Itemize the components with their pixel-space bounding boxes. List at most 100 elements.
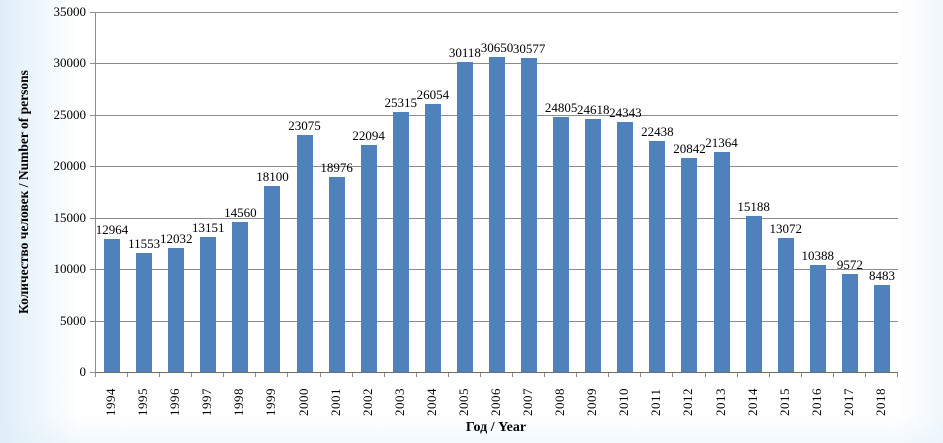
- bar-value-label: 18100: [256, 168, 289, 184]
- x-tick-label: 1999: [263, 388, 279, 416]
- bar: [232, 222, 249, 372]
- bar-value-label: 11553: [128, 236, 161, 252]
- x-tick-label: 1995: [135, 388, 151, 416]
- bar: [296, 134, 313, 372]
- x-tick-mark: [127, 373, 129, 377]
- x-tick-mark: [640, 373, 642, 377]
- bar: [456, 62, 473, 372]
- bar: [424, 104, 441, 372]
- y-tick-mark: [90, 372, 96, 373]
- x-tick-mark: [736, 373, 738, 377]
- y-tick-label: 15000: [53, 209, 87, 225]
- y-tick-label: 35000: [53, 4, 87, 19]
- bar-value-label: 10388: [801, 248, 835, 264]
- bar: [809, 265, 826, 372]
- x-tick-mark: [768, 373, 770, 377]
- bar: [649, 141, 666, 372]
- bar: [777, 237, 794, 372]
- x-tick-mark: [287, 373, 289, 377]
- bar-value-label: 30118: [448, 45, 481, 61]
- bar-value-label: 24618: [576, 101, 610, 117]
- y-tick-label: 20000: [53, 158, 87, 174]
- y-tick-label: 10000: [53, 261, 87, 277]
- x-tick-label: 2018: [872, 388, 888, 416]
- bar-value-label: 18976: [320, 159, 353, 175]
- bar: [617, 121, 634, 372]
- x-tick-mark: [447, 373, 449, 377]
- x-tick-mark: [95, 373, 96, 377]
- x-tick-label: 2000: [295, 388, 311, 416]
- y-tick-mark: [90, 320, 96, 322]
- x-tick-mark: [800, 373, 802, 377]
- x-tick-mark: [255, 373, 257, 377]
- x-tick-label: 2006: [488, 388, 503, 416]
- x-tick-label: 1994: [103, 388, 119, 416]
- x-tick-mark: [704, 373, 706, 377]
- bar: [328, 176, 345, 372]
- x-tick-mark: [897, 373, 898, 377]
- bar: [745, 215, 762, 372]
- y-tick-mark: [90, 217, 96, 219]
- bar: [585, 118, 602, 372]
- bar: [264, 185, 281, 372]
- x-tick-label: 2010: [616, 388, 632, 416]
- x-tick-mark: [383, 373, 385, 377]
- x-tick-mark: [864, 373, 866, 377]
- bar-value-label: 14560: [224, 205, 257, 221]
- x-tick-label: 2002: [359, 388, 375, 416]
- bar: [681, 157, 698, 372]
- bar-value-label: 30577: [512, 40, 546, 56]
- x-tick-label: 2014: [744, 388, 760, 416]
- bar-value-label: 13151: [192, 219, 225, 235]
- plot-area: 12964 11553 12032 13151 14560 18100 23075 18976…: [95, 12, 898, 373]
- x-tick-mark: [223, 373, 225, 377]
- bar: [489, 56, 505, 372]
- x-tick-mark: [415, 373, 417, 377]
- y-tick-label: 25000: [53, 106, 87, 122]
- bar: [104, 238, 121, 372]
- x-tick-label: 2007: [520, 388, 536, 416]
- x-tick-mark: [191, 373, 193, 377]
- bar-value-label: 12964: [95, 221, 129, 237]
- x-tick-label: 2001: [327, 388, 343, 416]
- x-tick-label: 2011: [648, 388, 664, 416]
- x-tick-label: 2013: [712, 388, 728, 416]
- x-tick-label: 1998: [231, 388, 247, 416]
- bar: [553, 116, 570, 372]
- bar-value-label: 26054: [416, 87, 450, 103]
- x-tick-mark: [319, 373, 321, 377]
- bar-value-label: 8483: [868, 267, 895, 283]
- x-tick-label: 2016: [808, 388, 824, 416]
- bar-value-label: 24805: [544, 99, 578, 115]
- x-tick-label: 2017: [840, 388, 856, 416]
- bar-value-label: 9572: [836, 256, 863, 272]
- bar: [841, 273, 858, 372]
- y-tick-mark: [90, 269, 96, 271]
- x-tick-mark: [672, 373, 674, 377]
- gridline: [96, 12, 898, 13]
- bar-value-label: 13072: [769, 220, 802, 236]
- x-tick-mark: [512, 373, 514, 377]
- x-tick-label: 2004: [423, 388, 439, 416]
- bar: [392, 111, 409, 372]
- x-tick-mark: [479, 373, 481, 377]
- bar: [168, 248, 185, 372]
- bar-value-label: 20842: [673, 140, 706, 156]
- bar: [873, 284, 890, 372]
- x-tick-label: 1996: [167, 388, 183, 416]
- x-tick-label: 2012: [680, 388, 696, 416]
- bar-value-label: 12032: [159, 231, 193, 247]
- x-tick-label: 2008: [552, 388, 568, 416]
- x-tick-label: 2015: [776, 388, 792, 416]
- bar-value-label: 30650: [480, 39, 514, 55]
- x-tick-mark: [608, 373, 610, 377]
- bar-value-label: 22438: [641, 124, 674, 140]
- bar-value-label: 23075: [288, 117, 321, 133]
- x-tick-mark: [544, 373, 546, 377]
- bar-value-label: 22094: [352, 127, 385, 143]
- bar: [360, 144, 377, 372]
- y-tick-label: 0: [79, 364, 87, 379]
- y-tick-mark: [90, 12, 96, 13]
- bar-value-label: 25315: [384, 94, 418, 110]
